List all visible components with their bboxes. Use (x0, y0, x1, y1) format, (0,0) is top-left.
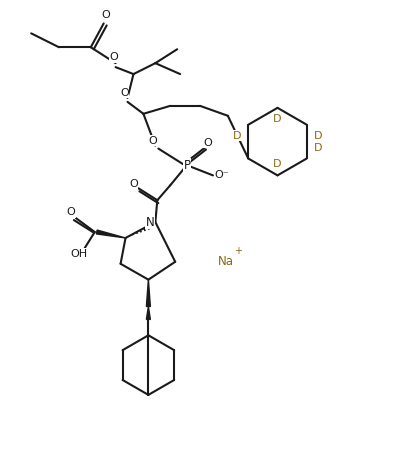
Text: O: O (120, 88, 129, 98)
Text: N: N (146, 216, 154, 229)
Text: O: O (109, 52, 118, 62)
Text: Na: Na (218, 255, 234, 268)
Text: D: D (273, 159, 282, 170)
Polygon shape (146, 306, 151, 319)
Polygon shape (97, 230, 126, 238)
Text: O: O (67, 207, 75, 217)
Text: O: O (204, 138, 212, 147)
Text: OH: OH (70, 249, 88, 259)
Text: O: O (101, 11, 110, 20)
Text: O⁻: O⁻ (215, 170, 229, 180)
Text: D: D (313, 143, 322, 152)
Text: P: P (184, 159, 191, 172)
Text: O: O (129, 179, 138, 189)
Text: D: D (233, 131, 242, 140)
Text: +: + (234, 246, 242, 256)
Text: O: O (148, 136, 157, 146)
Text: D: D (313, 131, 322, 140)
Polygon shape (146, 280, 151, 306)
Text: D: D (273, 114, 282, 124)
